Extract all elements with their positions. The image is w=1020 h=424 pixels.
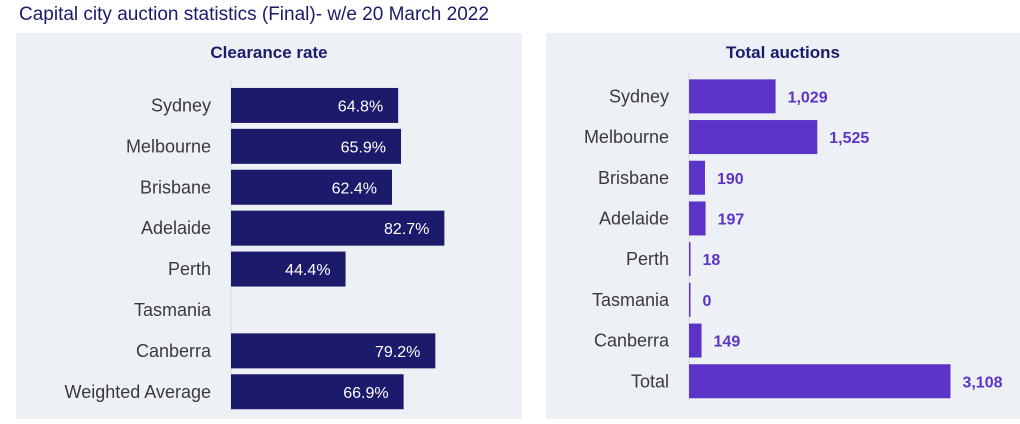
clearance-category-label-tasmania: Tasmania bbox=[134, 300, 212, 320]
clearance-category-label-melbourne: Melbourne bbox=[126, 136, 211, 156]
auctions-bar-total bbox=[689, 364, 951, 399]
auctions-bar-melbourne bbox=[689, 120, 818, 155]
auctions-category-label-adelaide: Adelaide bbox=[599, 208, 669, 228]
clearance-bar-sydney bbox=[231, 87, 399, 123]
clearance-category-label-canberra: Canberra bbox=[136, 341, 212, 361]
clearance-value-label-weighted-average: 66.9% bbox=[343, 385, 388, 402]
auctions-category-label-total: Total bbox=[631, 371, 669, 391]
clearance-value-label-sydney: 64.8% bbox=[338, 98, 383, 115]
clearance-bar-perth bbox=[231, 251, 346, 287]
auctions-bar-brisbane bbox=[689, 160, 705, 195]
clearance-bar-weighted-average bbox=[231, 374, 404, 410]
clearance-value-label-melbourne: 65.9% bbox=[341, 139, 386, 156]
clearance-rate-panel: Clearance rate Sydney 64.8% Melbourne 65.9%… bbox=[16, 33, 522, 419]
auctions-bar-adelaide bbox=[689, 201, 706, 236]
auctions-value-label-melbourne: 1,525 bbox=[829, 130, 869, 147]
clearance-bar-adelaide bbox=[231, 210, 445, 246]
clearance-bar-brisbane bbox=[231, 169, 392, 205]
auctions-category-label-sydney: Sydney bbox=[609, 86, 669, 106]
clearance-category-label-perth: Perth bbox=[168, 259, 211, 279]
clearance-category-label-weighted-average: Weighted Average bbox=[65, 382, 211, 402]
auctions-category-label-brisbane: Brisbane bbox=[598, 168, 669, 188]
clearance-bar-canberra bbox=[231, 333, 436, 369]
auctions-category-label-melbourne: Melbourne bbox=[584, 127, 669, 147]
clearance-value-label-canberra: 79.2% bbox=[375, 344, 420, 361]
auctions-value-label-tasmania: 0 bbox=[703, 293, 712, 310]
clearance-rate-chart: Sydney 64.8% Melbourne 65.9% Brisbane 62.4% Ad… bbox=[65, 81, 445, 413]
clearance-value-label-adelaide: 82.7% bbox=[384, 221, 429, 238]
auctions-bar-tasmania bbox=[689, 282, 691, 317]
clearance-value-label-brisbane: 62.4% bbox=[332, 180, 377, 197]
auctions-bar-sydney bbox=[689, 79, 776, 114]
auctions-bar-perth bbox=[689, 242, 691, 277]
page-title: Capital city auction statistics (Final)-… bbox=[19, 4, 489, 25]
auctions-value-label-canberra: 149 bbox=[714, 334, 741, 351]
clearance-category-label-adelaide: Adelaide bbox=[141, 218, 211, 238]
clearance-category-label-brisbane: Brisbane bbox=[140, 177, 211, 197]
clearance-category-label-sydney: Sydney bbox=[151, 95, 211, 115]
clearance-rate-title: Clearance rate bbox=[210, 43, 328, 62]
auctions-value-label-total: 3,108 bbox=[962, 374, 1002, 391]
clearance-value-label-perth: 44.4% bbox=[285, 262, 330, 279]
total-auctions-chart: Sydney 1,029 Melbourne 1,525 Brisbane 190 Adel… bbox=[584, 72, 1003, 402]
auctions-category-label-tasmania: Tasmania bbox=[592, 290, 670, 310]
total-auctions-panel: Total auctions Sydney 1,029 Melbourne 1,525… bbox=[546, 33, 1020, 419]
auctions-value-label-adelaide: 197 bbox=[718, 211, 745, 228]
total-auctions-title: Total auctions bbox=[726, 43, 840, 62]
clearance-bar-melbourne bbox=[231, 128, 402, 164]
auctions-category-label-canberra: Canberra bbox=[594, 331, 670, 351]
auctions-value-label-perth: 18 bbox=[703, 252, 721, 269]
auctions-bar-canberra bbox=[689, 323, 702, 358]
auctions-category-label-perth: Perth bbox=[626, 249, 669, 269]
auctions-value-label-brisbane: 190 bbox=[717, 171, 744, 188]
auctions-value-label-sydney: 1,029 bbox=[788, 89, 828, 106]
